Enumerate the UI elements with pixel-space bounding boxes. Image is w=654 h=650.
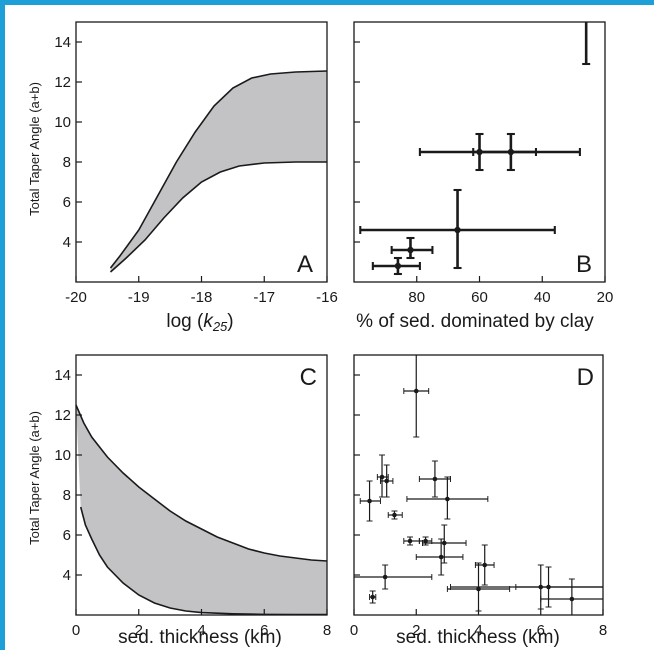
panel-a-xlabel-close: ) bbox=[227, 311, 233, 332]
panel-c-ytick-label: 14 bbox=[54, 367, 71, 384]
data-point-marker bbox=[407, 538, 413, 544]
panel-a-xlabel-k: k bbox=[203, 311, 214, 332]
panel-c-letter: C bbox=[300, 364, 317, 391]
panel-b-point bbox=[359, 188, 556, 270]
panel-a-xtick-label: -18 bbox=[191, 289, 213, 306]
panel-c-band bbox=[76, 405, 327, 615]
panel-d-point bbox=[369, 590, 377, 604]
panel-a-ytick-label: 10 bbox=[54, 114, 71, 131]
panel-d: 0 2 4 6 8 D sed. thickness (km) bbox=[350, 354, 607, 648]
panel-c-lower-curve bbox=[79, 506, 327, 616]
panel-c-ytick-label: 4 bbox=[63, 567, 71, 584]
panel-a-ytick-label: 6 bbox=[63, 194, 71, 211]
panel-d-point bbox=[387, 510, 403, 520]
panel-d-point bbox=[418, 536, 433, 546]
panel-d-point bbox=[403, 354, 430, 438]
data-point-marker bbox=[482, 562, 488, 568]
panel-a-lower-curve bbox=[109, 161, 327, 273]
data-point-marker bbox=[569, 596, 575, 602]
panel-c-ytick-label: 8 bbox=[63, 487, 71, 504]
panel-a-ytick-label: 8 bbox=[63, 154, 71, 171]
panel-d-xtick-label: 4 bbox=[474, 622, 482, 639]
data-point-marker bbox=[394, 262, 402, 270]
panel-a-upper-curve bbox=[109, 70, 328, 269]
panel-d-point bbox=[415, 538, 464, 576]
panel-c-xtick-label: 2 bbox=[135, 622, 143, 639]
panel-d-letter: D bbox=[577, 364, 594, 391]
panel-a-xtick-label: -19 bbox=[128, 289, 150, 306]
data-point-marker bbox=[370, 594, 375, 600]
data-point-marker bbox=[546, 584, 551, 590]
panel-c-ytick-label: 6 bbox=[63, 527, 71, 544]
ylabel-top: Total Taper Angle (a+b) bbox=[27, 82, 42, 216]
panel-c-xlabel: sed. thickness (km) bbox=[118, 627, 282, 648]
panel-c-ytick-label: 10 bbox=[54, 447, 71, 464]
data-point-marker bbox=[413, 388, 419, 394]
panel-b-point bbox=[582, 22, 591, 66]
panel-d-xtick-label: 6 bbox=[537, 622, 545, 639]
panel-a-xtick-label: -20 bbox=[65, 289, 87, 306]
data-point-marker bbox=[441, 540, 447, 546]
accent-border-left bbox=[0, 0, 5, 650]
data-point-marker bbox=[384, 478, 389, 484]
panel-d-point bbox=[515, 566, 604, 608]
panel-b-xtick-label: 20 bbox=[597, 289, 614, 306]
panel-c: 0 2 4 6 8 4 6 8 10 12 14 C sed. thickness (km) bbox=[54, 354, 331, 648]
data-point-marker bbox=[507, 148, 515, 156]
panel-c-xtick-label: 4 bbox=[197, 622, 205, 639]
panel-b-xtick-label: 80 bbox=[408, 289, 425, 306]
panel-b-point bbox=[371, 256, 421, 276]
data-point-marker bbox=[432, 476, 438, 482]
panel-a-xlabel-main: log ( bbox=[166, 311, 204, 332]
panel-a-ytick-label: 14 bbox=[54, 34, 71, 51]
panel-d-point bbox=[353, 564, 433, 590]
panel-d-xtick-label: 2 bbox=[412, 622, 420, 639]
panel-b-point bbox=[390, 236, 434, 260]
panel-d-point bbox=[403, 536, 420, 546]
panel-d-xtick-label: 0 bbox=[350, 622, 358, 639]
panel-c-upper-curve bbox=[75, 404, 328, 562]
panel-d-xtick-label: 8 bbox=[599, 622, 607, 639]
panel-b-point bbox=[472, 132, 581, 172]
data-point-marker bbox=[445, 496, 450, 502]
panel-a-ytick-label: 12 bbox=[54, 74, 71, 91]
panel-b: 80 60 40 20 B % of sed. dominated by clay bbox=[353, 21, 614, 332]
data-point-marker bbox=[367, 498, 372, 504]
data-point-marker bbox=[454, 226, 461, 234]
panel-a-xlabel: log (k25) bbox=[166, 311, 233, 334]
panel-a-xlabel-sub: 25 bbox=[212, 319, 228, 334]
panel-a-xtick-label: -16 bbox=[316, 289, 338, 306]
panel-a-xtick-label: -17 bbox=[253, 289, 275, 306]
panel-a: -20 -19 -18 -17 -16 4 6 8 10 12 14 A log (k25) bbox=[54, 21, 338, 334]
data-point-marker bbox=[407, 246, 414, 254]
panel-b-xtick-label: 40 bbox=[534, 289, 551, 306]
data-point-marker bbox=[438, 554, 444, 560]
panel-a-band bbox=[110, 71, 327, 272]
panel-d-point bbox=[540, 578, 604, 616]
data-point-marker bbox=[382, 574, 388, 580]
data-point-marker bbox=[476, 586, 481, 592]
panel-b-letter: B bbox=[576, 251, 592, 278]
panel-c-ytick-label: 12 bbox=[54, 407, 71, 424]
panel-b-xlabel: % of sed. dominated by clay bbox=[356, 311, 594, 332]
panel-a-ytick-label: 4 bbox=[63, 234, 71, 251]
panel-d-point bbox=[359, 480, 381, 522]
panel-d-point bbox=[406, 476, 489, 520]
panel-c-xtick-label: 8 bbox=[323, 622, 331, 639]
panel-c-xtick-label: 0 bbox=[72, 622, 80, 639]
panel-d-point bbox=[418, 460, 451, 498]
panel-c-xtick-label: 6 bbox=[260, 622, 268, 639]
ylabel-bottom: Total Taper Angle (a+b) bbox=[27, 411, 42, 545]
panel-a-letter: A bbox=[297, 251, 313, 278]
panel-d-xlabel: sed. thickness (km) bbox=[396, 627, 560, 648]
panel-d-point bbox=[379, 464, 394, 498]
accent-border-top bbox=[0, 0, 654, 5]
data-point-marker bbox=[423, 538, 428, 544]
panel-b-xtick-label: 60 bbox=[471, 289, 488, 306]
data-point-marker bbox=[392, 512, 397, 518]
